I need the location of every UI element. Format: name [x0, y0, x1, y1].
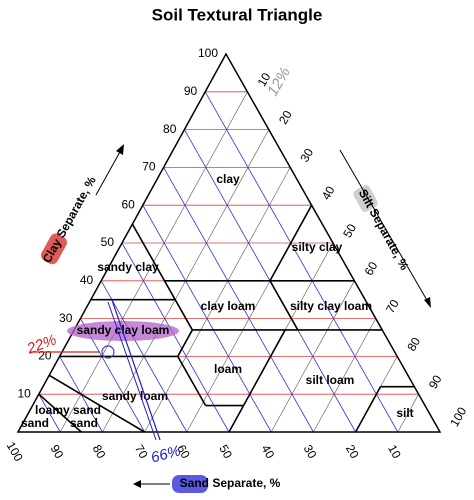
- sand-tick-label: 90: [48, 442, 67, 461]
- sand-grid-line: [121, 242, 230, 433]
- silt-arrowhead: [424, 297, 431, 308]
- annotation-circle: [101, 345, 115, 359]
- annotation: 66%: [149, 442, 182, 466]
- sand-tick-label: 70: [132, 442, 151, 461]
- class-boundary: [354, 386, 382, 433]
- class-boundary: [38, 393, 82, 433]
- clay-tick-label: 70: [142, 160, 156, 174]
- region-label: silty clay: [292, 240, 343, 254]
- sand-grid-line: [204, 91, 399, 433]
- clay-axis-title: Clay Separate, %: [40, 174, 99, 266]
- annotation-line: [107, 301, 157, 441]
- clay-tick-label: 60: [121, 197, 135, 211]
- region-label: sandy loam: [102, 389, 168, 403]
- sand-arrowhead: [133, 480, 141, 488]
- region-boundaries: [38, 204, 415, 433]
- clay-tick-label: 10: [17, 386, 31, 400]
- region-label: loam: [214, 362, 242, 376]
- clay-tick-label: 80: [163, 122, 177, 136]
- silt-tick-label: 70: [383, 297, 402, 316]
- region-label: loamy sand: [35, 403, 101, 417]
- class-boundary: [269, 204, 313, 282]
- sand-tick-label: 50: [216, 442, 235, 461]
- silt-tick-label: 100: [447, 404, 469, 429]
- region-label: sandy clay loam: [77, 323, 170, 337]
- sand-tick-label: 80: [90, 442, 109, 461]
- clay-tick-label: 30: [59, 311, 73, 325]
- silt-tick-label: 30: [297, 146, 316, 165]
- sand-tick-label: 60: [174, 442, 193, 461]
- region-label: silt: [396, 406, 413, 420]
- silt-tick-label: 80: [404, 335, 423, 354]
- clay-arrowhead: [116, 144, 124, 155]
- silt-grid-line: [397, 394, 419, 433]
- region-label: sand: [70, 416, 98, 430]
- region-label: silt loam: [306, 373, 355, 387]
- clay-tick-label: 50: [101, 235, 115, 249]
- class-boundary: [48, 374, 146, 433]
- silt-tick-label: 40: [319, 183, 338, 202]
- silt-grid-line: [270, 280, 355, 433]
- silt-tick-label: 90: [426, 372, 445, 391]
- title: Soil Textural Triangle: [152, 5, 323, 24]
- sand-grid-line: [38, 394, 61, 433]
- sand-axis-label: Sand Separate, %: [180, 476, 281, 490]
- grid: [38, 91, 419, 433]
- clay-tick-label: 100: [198, 46, 218, 60]
- sand-grid-line: [163, 167, 314, 433]
- clay-tick-label: 40: [80, 273, 94, 287]
- annotation: 12%: [264, 64, 294, 99]
- class-boundary: [177, 329, 194, 357]
- silt-grid-line: [144, 167, 291, 433]
- sand-tick-label: 20: [343, 442, 362, 461]
- region-label: clay loam: [201, 299, 256, 313]
- class-boundary: [177, 356, 207, 406]
- silt-tick-label: 50: [340, 221, 359, 240]
- region-label: silty clay loam: [290, 299, 372, 313]
- clay-tick-label: 90: [184, 84, 198, 98]
- region-label: clay: [216, 172, 240, 186]
- silt-tick-label: 60: [362, 259, 381, 278]
- region-label: sandy clay: [97, 260, 159, 274]
- region-label: sand: [21, 416, 49, 430]
- silt-tick-label: 10: [255, 70, 274, 89]
- annotation-line: [111, 299, 161, 441]
- sand-tick-label: 10: [385, 442, 404, 461]
- clay-axis-label: Clay Separate, %: [40, 174, 99, 266]
- clay-highlight: [41, 233, 67, 265]
- clay-arrow: [95, 149, 122, 196]
- sand-tick-label: 100: [4, 439, 26, 464]
- sand-tick-label: 30: [301, 442, 320, 461]
- class-boundary: [269, 280, 299, 331]
- triangle-outline: [16, 52, 442, 433]
- class-boundary: [228, 329, 286, 433]
- silt-tick-label: 20: [276, 108, 295, 127]
- class-boundary: [131, 223, 194, 331]
- silt-arrow: [339, 149, 429, 303]
- silt-grid-line: [313, 318, 377, 433]
- sand-tick-label: 40: [259, 442, 278, 461]
- sand-highlight: [172, 475, 208, 493]
